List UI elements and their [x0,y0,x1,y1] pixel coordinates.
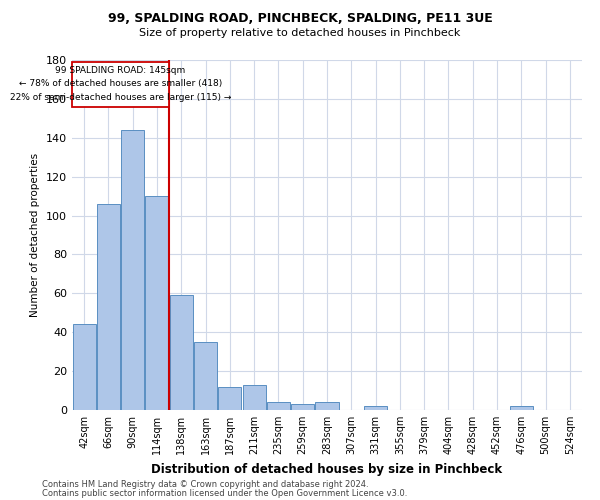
Text: Contains HM Land Registry data © Crown copyright and database right 2024.: Contains HM Land Registry data © Crown c… [42,480,368,489]
Bar [510,406,533,410]
Bar [267,402,290,410]
Bar [291,404,314,410]
Bar [121,130,144,410]
Bar [97,204,120,410]
Text: 99 SPALDING ROAD: 145sqm: 99 SPALDING ROAD: 145sqm [55,66,185,75]
Bar [316,402,338,410]
FancyBboxPatch shape [72,62,169,106]
Text: Contains public sector information licensed under the Open Government Licence v3: Contains public sector information licen… [42,488,407,498]
Text: 22% of semi-detached houses are larger (115) →: 22% of semi-detached houses are larger (… [10,93,231,102]
Text: ← 78% of detached houses are smaller (418): ← 78% of detached houses are smaller (41… [19,80,222,88]
Bar [145,196,169,410]
Y-axis label: Number of detached properties: Number of detached properties [31,153,40,317]
Text: 99, SPALDING ROAD, PINCHBECK, SPALDING, PE11 3UE: 99, SPALDING ROAD, PINCHBECK, SPALDING, … [107,12,493,26]
X-axis label: Distribution of detached houses by size in Pinchbeck: Distribution of detached houses by size … [151,462,503,475]
Bar [218,386,241,410]
Bar [73,324,95,410]
Bar [364,406,387,410]
Bar [242,384,266,410]
Bar [170,296,193,410]
Bar [194,342,217,410]
Text: Size of property relative to detached houses in Pinchbeck: Size of property relative to detached ho… [139,28,461,38]
